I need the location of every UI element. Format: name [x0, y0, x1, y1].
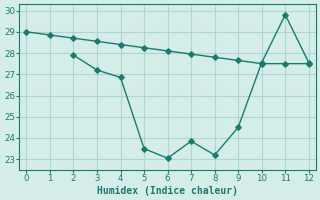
X-axis label: Humidex (Indice chaleur): Humidex (Indice chaleur) [97, 186, 238, 196]
